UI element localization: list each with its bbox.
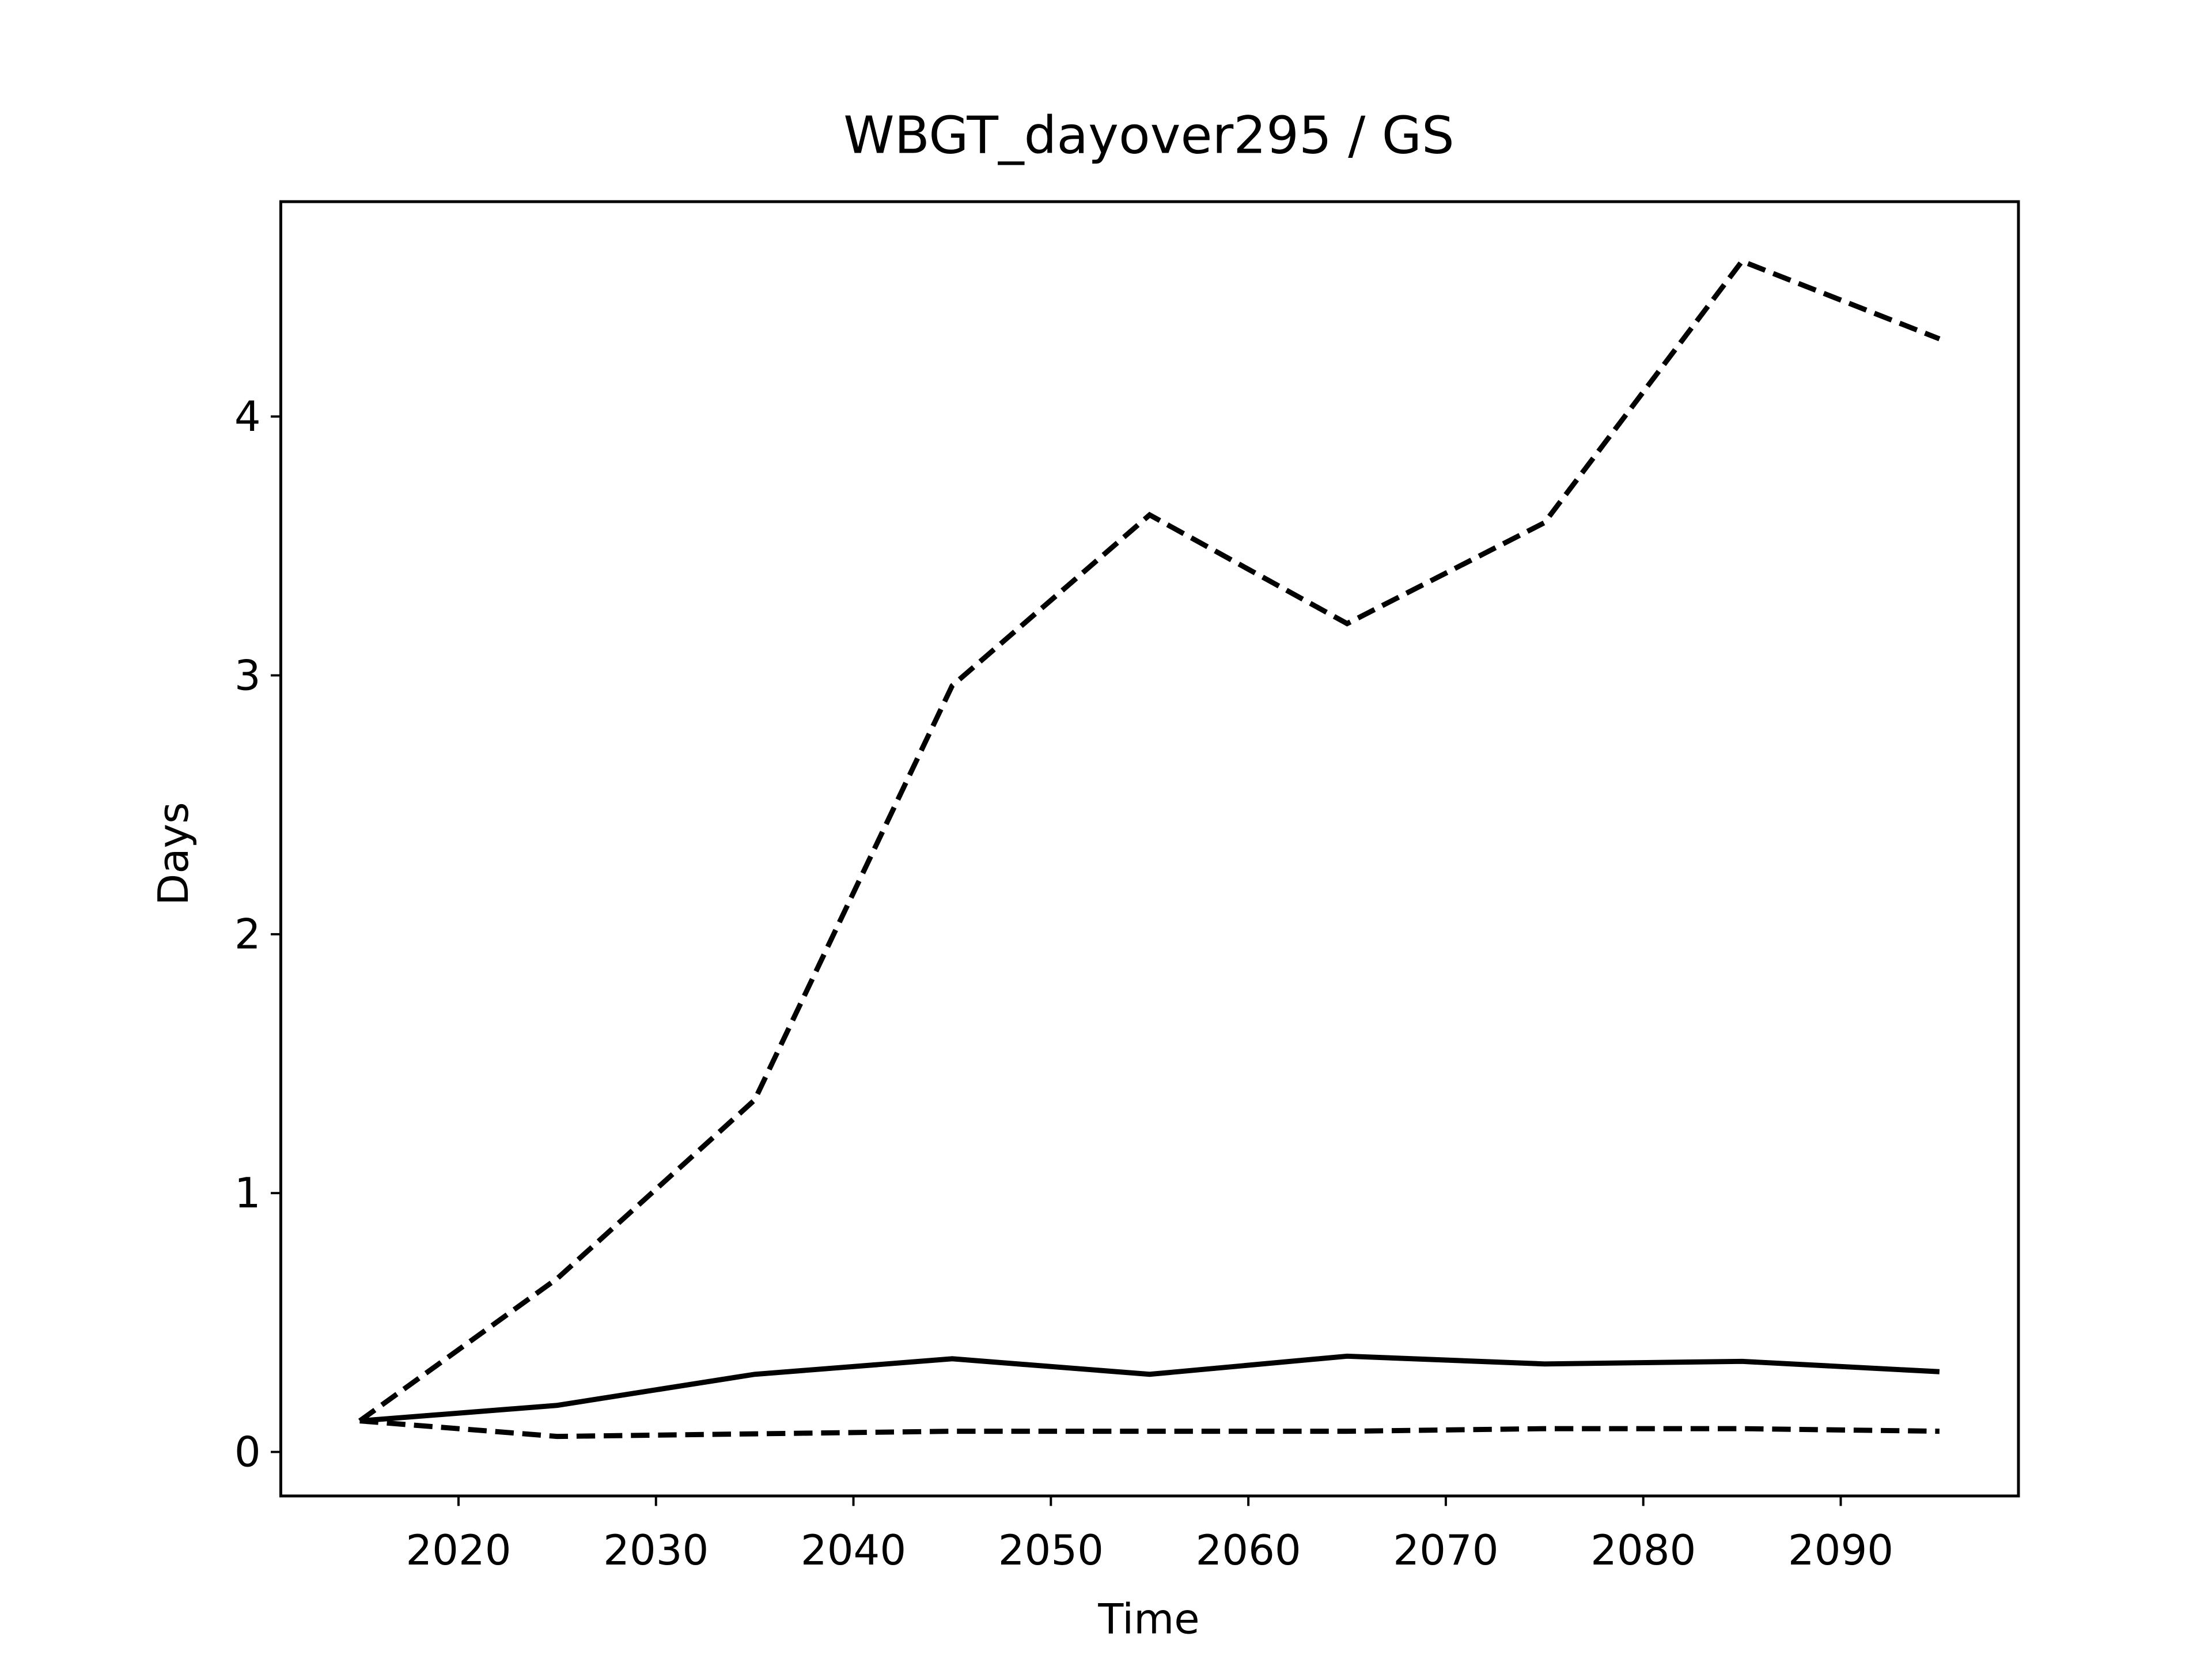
x-tick-label: 2020 — [406, 1526, 511, 1574]
x-axis-label: Time — [1097, 1594, 1199, 1643]
y-tick-label: 1 — [234, 1169, 261, 1217]
y-tick-label: 0 — [234, 1427, 261, 1476]
x-tick-label: 2070 — [1393, 1526, 1498, 1574]
x-tick-label: 2090 — [1788, 1526, 1893, 1574]
plot-frame — [279, 200, 2020, 1498]
x-tick-label: 2050 — [998, 1526, 1104, 1574]
series-line — [359, 1418, 1940, 1440]
x-tick-label: 2040 — [801, 1526, 906, 1574]
series-line — [358, 258, 1941, 1423]
x-tick-label: 2080 — [1590, 1526, 1696, 1574]
chart-title: WBGT_dayover295 / GS — [843, 106, 1455, 166]
y-tick-label: 2 — [234, 910, 261, 959]
series-line — [359, 1353, 1940, 1424]
y-tick-label: 4 — [234, 392, 261, 441]
y-axis-label: Days — [149, 802, 198, 906]
x-tick-label: 2030 — [603, 1526, 709, 1574]
y-tick-label: 3 — [234, 651, 261, 699]
x-tick-label: 2060 — [1196, 1526, 1301, 1574]
